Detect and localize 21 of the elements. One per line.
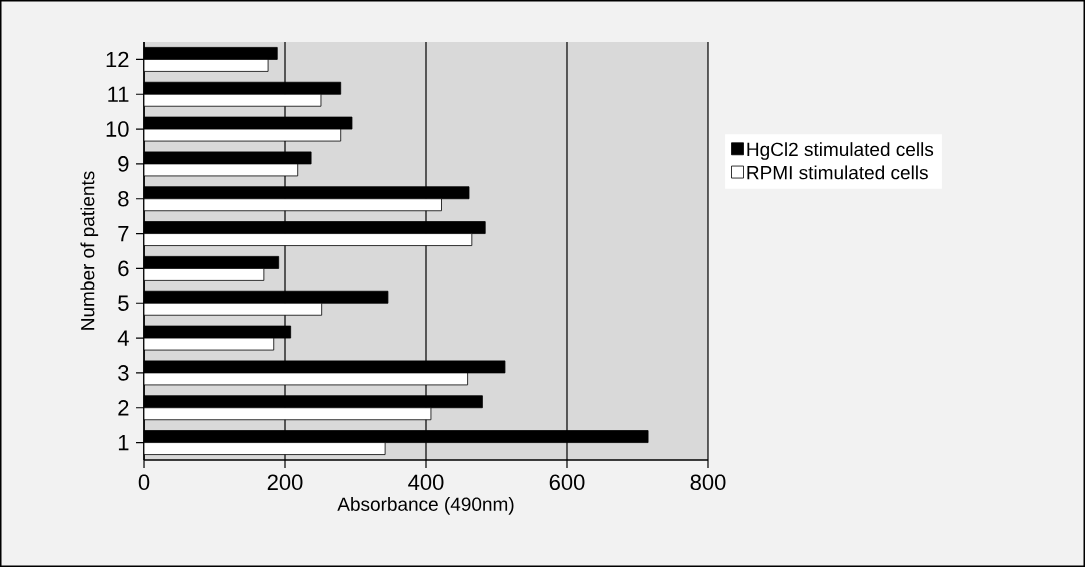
y-tick-label: 2 [118, 400, 129, 416]
x-tick-label: 800 [690, 474, 726, 491]
y-tick-label: 12 [106, 51, 129, 68]
y-tick-label: 4 [117, 330, 129, 346]
y-tick-label: 8 [118, 190, 129, 207]
legend-label: HgCl2 stimulated cells [747, 142, 934, 160]
y-tick-label: 5 [118, 295, 129, 311]
x-tick-label: 600 [549, 474, 585, 491]
x-tick-label: 0 [138, 474, 150, 491]
y-tick-label: 10 [106, 121, 129, 137]
y-tick-label: 11 [108, 86, 129, 102]
y-axis-title: Number of patients [80, 171, 99, 330]
y-tick-label: 1 [118, 435, 129, 451]
x-axis-title: Absorbance (490nm) [337, 496, 514, 515]
y-tick-label: 3 [118, 365, 129, 381]
x-tick-label: 200 [267, 474, 303, 491]
y-tick-label: 9 [118, 156, 129, 172]
x-tick-label: 400 [408, 474, 444, 491]
y-tick-label: 7 [118, 226, 129, 242]
legend-label: RPMI stimulated cells [747, 165, 928, 180]
y-tick-label: 6 [118, 260, 129, 277]
